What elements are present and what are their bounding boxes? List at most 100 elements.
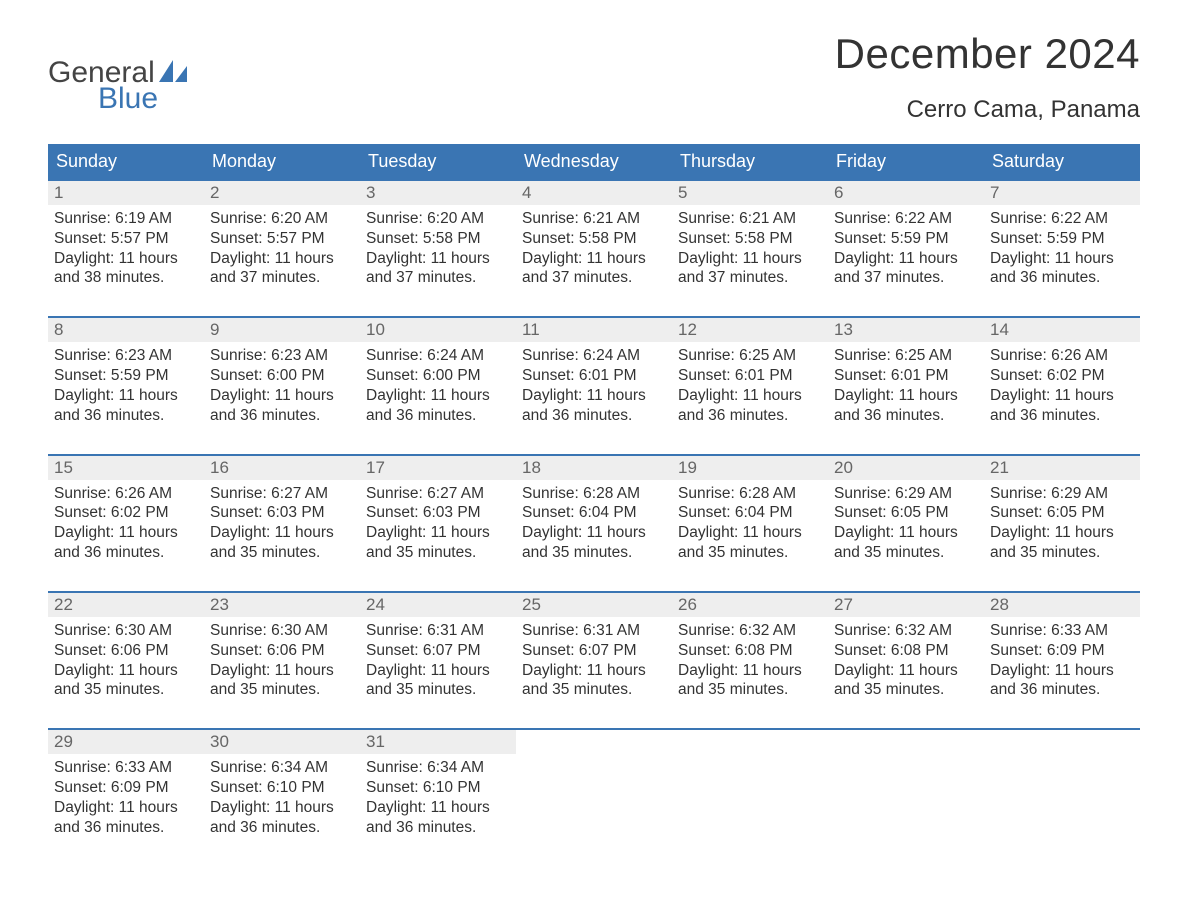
daylight-text-1: Daylight: 11 hours xyxy=(54,523,200,543)
month-title: December 2024 xyxy=(835,30,1140,78)
day-number: 11 xyxy=(516,318,672,342)
day-body: Sunrise: 6:25 AMSunset: 6:01 PMDaylight:… xyxy=(828,342,984,453)
dow-monday: Monday xyxy=(204,144,360,180)
sunrise-text: Sunrise: 6:22 AM xyxy=(990,209,1136,229)
daylight-text-2: and 37 minutes. xyxy=(366,268,512,288)
day-cell: 2Sunrise: 6:20 AMSunset: 5:57 PMDaylight… xyxy=(204,180,360,317)
day-body: Sunrise: 6:22 AMSunset: 5:59 PMDaylight:… xyxy=(984,205,1140,316)
daylight-text-1: Daylight: 11 hours xyxy=(210,249,356,269)
day-cell: 22Sunrise: 6:30 AMSunset: 6:06 PMDayligh… xyxy=(48,592,204,729)
day-cell: 18Sunrise: 6:28 AMSunset: 6:04 PMDayligh… xyxy=(516,455,672,592)
sunset-text: Sunset: 6:04 PM xyxy=(522,503,668,523)
day-number: 22 xyxy=(48,593,204,617)
daylight-text-1: Daylight: 11 hours xyxy=(678,386,824,406)
daylight-text-2: and 35 minutes. xyxy=(210,543,356,563)
day-body: Sunrise: 6:23 AMSunset: 6:00 PMDaylight:… xyxy=(204,342,360,453)
day-cell: 15Sunrise: 6:26 AMSunset: 6:02 PMDayligh… xyxy=(48,455,204,592)
location: Cerro Cama, Panama xyxy=(835,96,1140,124)
day-cell xyxy=(672,729,828,865)
day-number: 24 xyxy=(360,593,516,617)
day-number: 18 xyxy=(516,456,672,480)
sunrise-text: Sunrise: 6:24 AM xyxy=(366,346,512,366)
sunrise-text: Sunrise: 6:31 AM xyxy=(366,621,512,641)
daylight-text-1: Daylight: 11 hours xyxy=(54,249,200,269)
daylight-text-2: and 37 minutes. xyxy=(522,268,668,288)
day-number: 30 xyxy=(204,730,360,754)
day-cell: 20Sunrise: 6:29 AMSunset: 6:05 PMDayligh… xyxy=(828,455,984,592)
day-body: Sunrise: 6:33 AMSunset: 6:09 PMDaylight:… xyxy=(984,617,1140,728)
day-body: Sunrise: 6:25 AMSunset: 6:01 PMDaylight:… xyxy=(672,342,828,453)
dow-tuesday: Tuesday xyxy=(360,144,516,180)
week-row: 8Sunrise: 6:23 AMSunset: 5:59 PMDaylight… xyxy=(48,317,1140,454)
daylight-text-2: and 36 minutes. xyxy=(678,406,824,426)
dow-thursday: Thursday xyxy=(672,144,828,180)
day-body: Sunrise: 6:26 AMSunset: 6:02 PMDaylight:… xyxy=(48,480,204,591)
daylight-text-1: Daylight: 11 hours xyxy=(834,386,980,406)
sunrise-text: Sunrise: 6:19 AM xyxy=(54,209,200,229)
sunset-text: Sunset: 6:04 PM xyxy=(678,503,824,523)
daylight-text-2: and 37 minutes. xyxy=(210,268,356,288)
day-body: Sunrise: 6:23 AMSunset: 5:59 PMDaylight:… xyxy=(48,342,204,453)
sunset-text: Sunset: 6:01 PM xyxy=(678,366,824,386)
daylight-text-2: and 36 minutes. xyxy=(990,268,1136,288)
day-cell: 7Sunrise: 6:22 AMSunset: 5:59 PMDaylight… xyxy=(984,180,1140,317)
day-body: Sunrise: 6:28 AMSunset: 6:04 PMDaylight:… xyxy=(672,480,828,591)
sunrise-text: Sunrise: 6:23 AM xyxy=(54,346,200,366)
day-number: 28 xyxy=(984,593,1140,617)
daylight-text-1: Daylight: 11 hours xyxy=(366,798,512,818)
day-number: 26 xyxy=(672,593,828,617)
day-body: Sunrise: 6:20 AMSunset: 5:57 PMDaylight:… xyxy=(204,205,360,316)
day-body: Sunrise: 6:22 AMSunset: 5:59 PMDaylight:… xyxy=(828,205,984,316)
daylight-text-2: and 36 minutes. xyxy=(54,406,200,426)
daylight-text-2: and 36 minutes. xyxy=(210,818,356,838)
sunrise-text: Sunrise: 6:20 AM xyxy=(366,209,512,229)
day-body: Sunrise: 6:29 AMSunset: 6:05 PMDaylight:… xyxy=(828,480,984,591)
sunset-text: Sunset: 5:58 PM xyxy=(678,229,824,249)
day-number: 8 xyxy=(48,318,204,342)
daylight-text-1: Daylight: 11 hours xyxy=(366,661,512,681)
day-cell: 1Sunrise: 6:19 AMSunset: 5:57 PMDaylight… xyxy=(48,180,204,317)
day-number: 6 xyxy=(828,181,984,205)
day-cell: 3Sunrise: 6:20 AMSunset: 5:58 PMDaylight… xyxy=(360,180,516,317)
daylight-text-1: Daylight: 11 hours xyxy=(210,661,356,681)
sunset-text: Sunset: 5:57 PM xyxy=(54,229,200,249)
day-cell: 8Sunrise: 6:23 AMSunset: 5:59 PMDaylight… xyxy=(48,317,204,454)
day-cell xyxy=(828,729,984,865)
day-body: Sunrise: 6:30 AMSunset: 6:06 PMDaylight:… xyxy=(204,617,360,728)
day-number: 27 xyxy=(828,593,984,617)
daylight-text-1: Daylight: 11 hours xyxy=(678,249,824,269)
daylight-text-1: Daylight: 11 hours xyxy=(834,249,980,269)
daylight-text-1: Daylight: 11 hours xyxy=(522,249,668,269)
sunrise-text: Sunrise: 6:26 AM xyxy=(54,484,200,504)
daylight-text-2: and 35 minutes. xyxy=(990,543,1136,563)
daylight-text-1: Daylight: 11 hours xyxy=(678,661,824,681)
day-number: 5 xyxy=(672,181,828,205)
week-row: 1Sunrise: 6:19 AMSunset: 5:57 PMDaylight… xyxy=(48,180,1140,317)
dow-sunday: Sunday xyxy=(48,144,204,180)
day-body: Sunrise: 6:32 AMSunset: 6:08 PMDaylight:… xyxy=(828,617,984,728)
sunset-text: Sunset: 5:58 PM xyxy=(366,229,512,249)
day-cell: 5Sunrise: 6:21 AMSunset: 5:58 PMDaylight… xyxy=(672,180,828,317)
daylight-text-2: and 35 minutes. xyxy=(366,680,512,700)
sunset-text: Sunset: 5:59 PM xyxy=(54,366,200,386)
daylight-text-2: and 36 minutes. xyxy=(990,406,1136,426)
day-body: Sunrise: 6:27 AMSunset: 6:03 PMDaylight:… xyxy=(360,480,516,591)
day-number: 31 xyxy=(360,730,516,754)
day-number: 17 xyxy=(360,456,516,480)
day-number: 25 xyxy=(516,593,672,617)
sunset-text: Sunset: 5:57 PM xyxy=(210,229,356,249)
day-number: 29 xyxy=(48,730,204,754)
daylight-text-2: and 37 minutes. xyxy=(678,268,824,288)
day-cell: 23Sunrise: 6:30 AMSunset: 6:06 PMDayligh… xyxy=(204,592,360,729)
sunset-text: Sunset: 6:02 PM xyxy=(54,503,200,523)
day-number: 12 xyxy=(672,318,828,342)
sunset-text: Sunset: 6:01 PM xyxy=(834,366,980,386)
sunset-text: Sunset: 6:05 PM xyxy=(834,503,980,523)
daylight-text-1: Daylight: 11 hours xyxy=(522,661,668,681)
day-cell: 14Sunrise: 6:26 AMSunset: 6:02 PMDayligh… xyxy=(984,317,1140,454)
day-cell: 25Sunrise: 6:31 AMSunset: 6:07 PMDayligh… xyxy=(516,592,672,729)
daylight-text-2: and 35 minutes. xyxy=(678,543,824,563)
daylight-text-1: Daylight: 11 hours xyxy=(210,386,356,406)
day-body: Sunrise: 6:26 AMSunset: 6:02 PMDaylight:… xyxy=(984,342,1140,453)
daylight-text-1: Daylight: 11 hours xyxy=(522,386,668,406)
